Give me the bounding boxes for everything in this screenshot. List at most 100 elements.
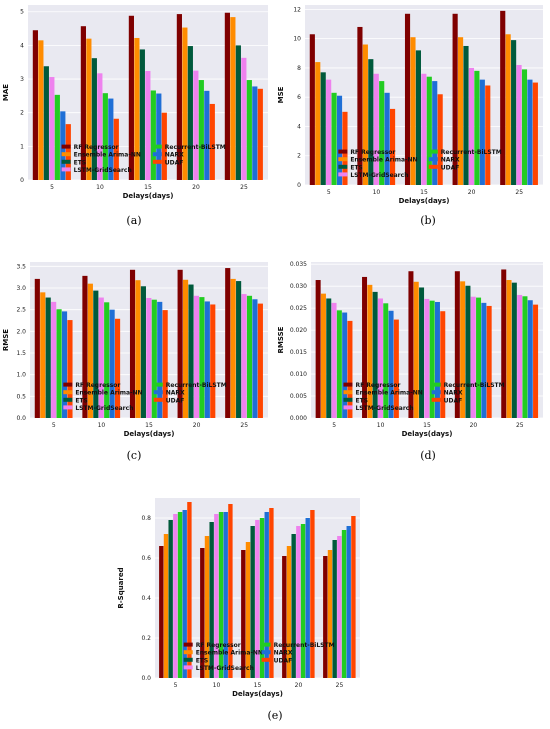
legend-swatch bbox=[63, 397, 73, 402]
bar-udaf-25 bbox=[257, 303, 263, 418]
bar-recurrent-bilstm-20 bbox=[199, 297, 205, 418]
y-tick-label: 2 bbox=[20, 110, 24, 117]
bar-lstm-gridsearch-25 bbox=[241, 57, 247, 180]
legend-label: LSTM-GridSearch bbox=[355, 405, 413, 412]
legend-swatch bbox=[152, 152, 162, 157]
legend-swatch bbox=[61, 159, 71, 164]
legend-swatch bbox=[431, 382, 441, 387]
bar-ensemble-arima-nn-10 bbox=[86, 38, 92, 181]
x-axis-label: Delays(days) bbox=[232, 690, 283, 698]
bar-lstm-gridsearch-25 bbox=[516, 65, 522, 185]
bar-narx-10 bbox=[109, 309, 115, 418]
y-tick-label: 0 bbox=[297, 182, 301, 189]
x-tick-label: 5 bbox=[332, 422, 336, 429]
legend-swatch bbox=[431, 390, 441, 395]
bar-ensemble-arima-nn-15 bbox=[135, 280, 141, 418]
bar-recurrent-bilstm-20 bbox=[300, 524, 306, 678]
x-tick-label: 10 bbox=[96, 184, 104, 191]
bar-rf-regressor-25 bbox=[224, 12, 230, 180]
bar-lstm-gridsearch-10 bbox=[98, 297, 104, 418]
legend: RF Regressor Recurrent-BiLSTM Ensemble Ari… bbox=[183, 642, 335, 672]
bar-ets-20 bbox=[463, 45, 469, 185]
bar-lstm-gridsearch-5 bbox=[326, 79, 332, 185]
bar-rf-regressor-20 bbox=[454, 271, 460, 418]
bar-recurrent-bilstm-15 bbox=[429, 300, 435, 418]
bar-rf-regressor-15 bbox=[128, 15, 134, 181]
legend-label: RF Regressor bbox=[355, 382, 400, 389]
bar-udaf-5 bbox=[347, 320, 353, 418]
bar-udaf-20 bbox=[485, 85, 491, 185]
bar-rf-regressor-10 bbox=[362, 276, 368, 418]
legend-label: NARX bbox=[165, 152, 184, 159]
legend-label: Ensemble Arima-NN bbox=[350, 157, 417, 164]
bar-ensemble-arima-nn-15 bbox=[410, 37, 416, 185]
legend-label: ETS bbox=[75, 397, 88, 404]
y-tick-label: 12 bbox=[293, 6, 301, 13]
bar-ensemble-arima-nn-15 bbox=[245, 542, 251, 678]
bar-ensemble-arima-nn-10 bbox=[87, 283, 93, 418]
caption-c: (c) bbox=[126, 449, 142, 462]
bar-ets-20 bbox=[187, 46, 193, 180]
bar-lstm-gridsearch-25 bbox=[337, 536, 342, 678]
x-tick-label: 15 bbox=[145, 422, 153, 429]
legend-label: LSTM-GridSearch bbox=[74, 167, 132, 174]
bar-narx-10 bbox=[108, 98, 114, 180]
bar-udaf-25 bbox=[257, 88, 263, 180]
legend-swatch bbox=[63, 390, 73, 395]
legend-label: UDAF bbox=[165, 159, 184, 166]
bar-lstm-gridsearch-20 bbox=[468, 67, 475, 185]
bar-rf-regressor-5 bbox=[315, 280, 321, 418]
x-tick-label: 25 bbox=[515, 189, 523, 196]
bar-recurrent-bilstm-20 bbox=[198, 80, 204, 180]
legend-label: Recurrent-BiLSTM bbox=[441, 149, 502, 156]
bar-lstm-gridsearch-20 bbox=[193, 70, 199, 180]
bar-udaf-5 bbox=[342, 111, 348, 185]
bar-ets-5 bbox=[326, 298, 332, 418]
legend-swatch bbox=[153, 397, 163, 402]
bar-udaf-10 bbox=[390, 108, 396, 185]
bar-rf-regressor-20 bbox=[282, 556, 287, 678]
legend: RF Regressor Recurrent-BiLSTM Ensemble Ari… bbox=[338, 149, 502, 179]
bar-ets-15 bbox=[139, 49, 145, 180]
bar-recurrent-bilstm-25 bbox=[246, 295, 253, 418]
legend-swatch bbox=[428, 164, 438, 169]
bar-ensemble-arima-nn-10 bbox=[204, 536, 210, 678]
legend-swatch bbox=[343, 405, 353, 410]
bar-recurrent-bilstm-5 bbox=[56, 309, 62, 418]
bar-ets-10 bbox=[372, 291, 378, 418]
bar-ets-5 bbox=[43, 66, 49, 180]
legend-swatch bbox=[261, 650, 271, 655]
legend-swatch bbox=[338, 157, 348, 162]
bar-ets-15 bbox=[140, 286, 146, 418]
bar-narx-10 bbox=[384, 92, 390, 185]
y-axis-label: R-Squared bbox=[117, 567, 125, 608]
x-tick-label: 15 bbox=[144, 184, 152, 191]
bar-ensemble-arima-nn-25 bbox=[230, 278, 236, 418]
legend-label: UDAF bbox=[444, 397, 463, 404]
legend-swatch bbox=[431, 397, 441, 402]
bar-ets-25 bbox=[235, 45, 241, 181]
bar-recurrent-bilstm-15 bbox=[259, 518, 265, 678]
bar-rf-regressor-5 bbox=[159, 546, 164, 678]
x-axis-label: Delays(days) bbox=[399, 197, 450, 205]
bar-lstm-gridsearch-20 bbox=[296, 526, 301, 678]
bar-recurrent-bilstm-10 bbox=[379, 81, 385, 185]
x-tick-label: 20 bbox=[468, 189, 476, 196]
bar-rf-regressor-15 bbox=[241, 550, 246, 678]
x-tick-label: 10 bbox=[98, 422, 106, 429]
legend: RF Regressor Recurrent-BiLSTM Ensemble Ari… bbox=[63, 382, 227, 412]
legend-swatch bbox=[63, 405, 73, 410]
bar-rf-regressor-5 bbox=[309, 34, 315, 185]
bar-udaf-20 bbox=[209, 103, 215, 180]
y-tick-label: 0.4 bbox=[141, 595, 151, 602]
bar-narx-15 bbox=[264, 512, 269, 678]
legend-label: ETS bbox=[350, 164, 363, 171]
legend-swatch bbox=[61, 152, 71, 157]
y-tick-label: 0.035 bbox=[290, 261, 307, 268]
legend-label: RF Regressor bbox=[74, 144, 119, 151]
legend-label: LSTM-GridSearch bbox=[350, 172, 408, 179]
chart-svg: 0 2 4 6 8 10 12 5 10 15 20 25 Delays(days) MSE RF Regr… bbox=[277, 5, 543, 205]
bar-narx-5 bbox=[182, 510, 187, 678]
legend-swatch bbox=[428, 157, 438, 162]
caption-b: (b) bbox=[420, 214, 436, 227]
